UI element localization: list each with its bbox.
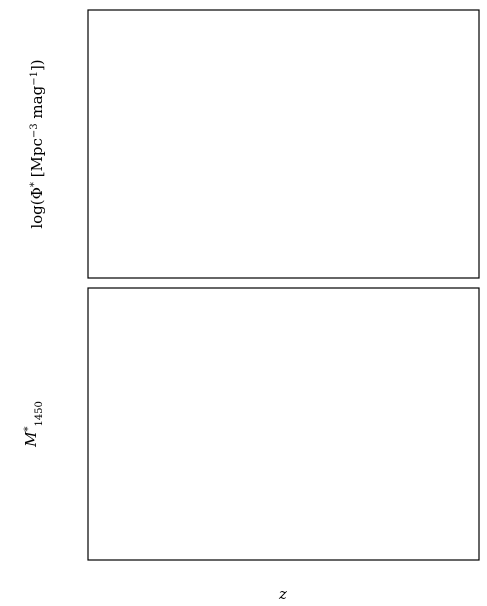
bottom-ylabel: M*1450 bbox=[22, 401, 45, 448]
top-frame bbox=[87, 9, 480, 279]
bottom-xlabel: z bbox=[278, 585, 287, 603]
bottom-frame bbox=[87, 287, 480, 561]
top-ylabel: log(Φ* [Mpc−3 mag−1]) bbox=[28, 59, 46, 228]
bottom-panel bbox=[87, 287, 480, 561]
top-panel bbox=[87, 9, 480, 279]
